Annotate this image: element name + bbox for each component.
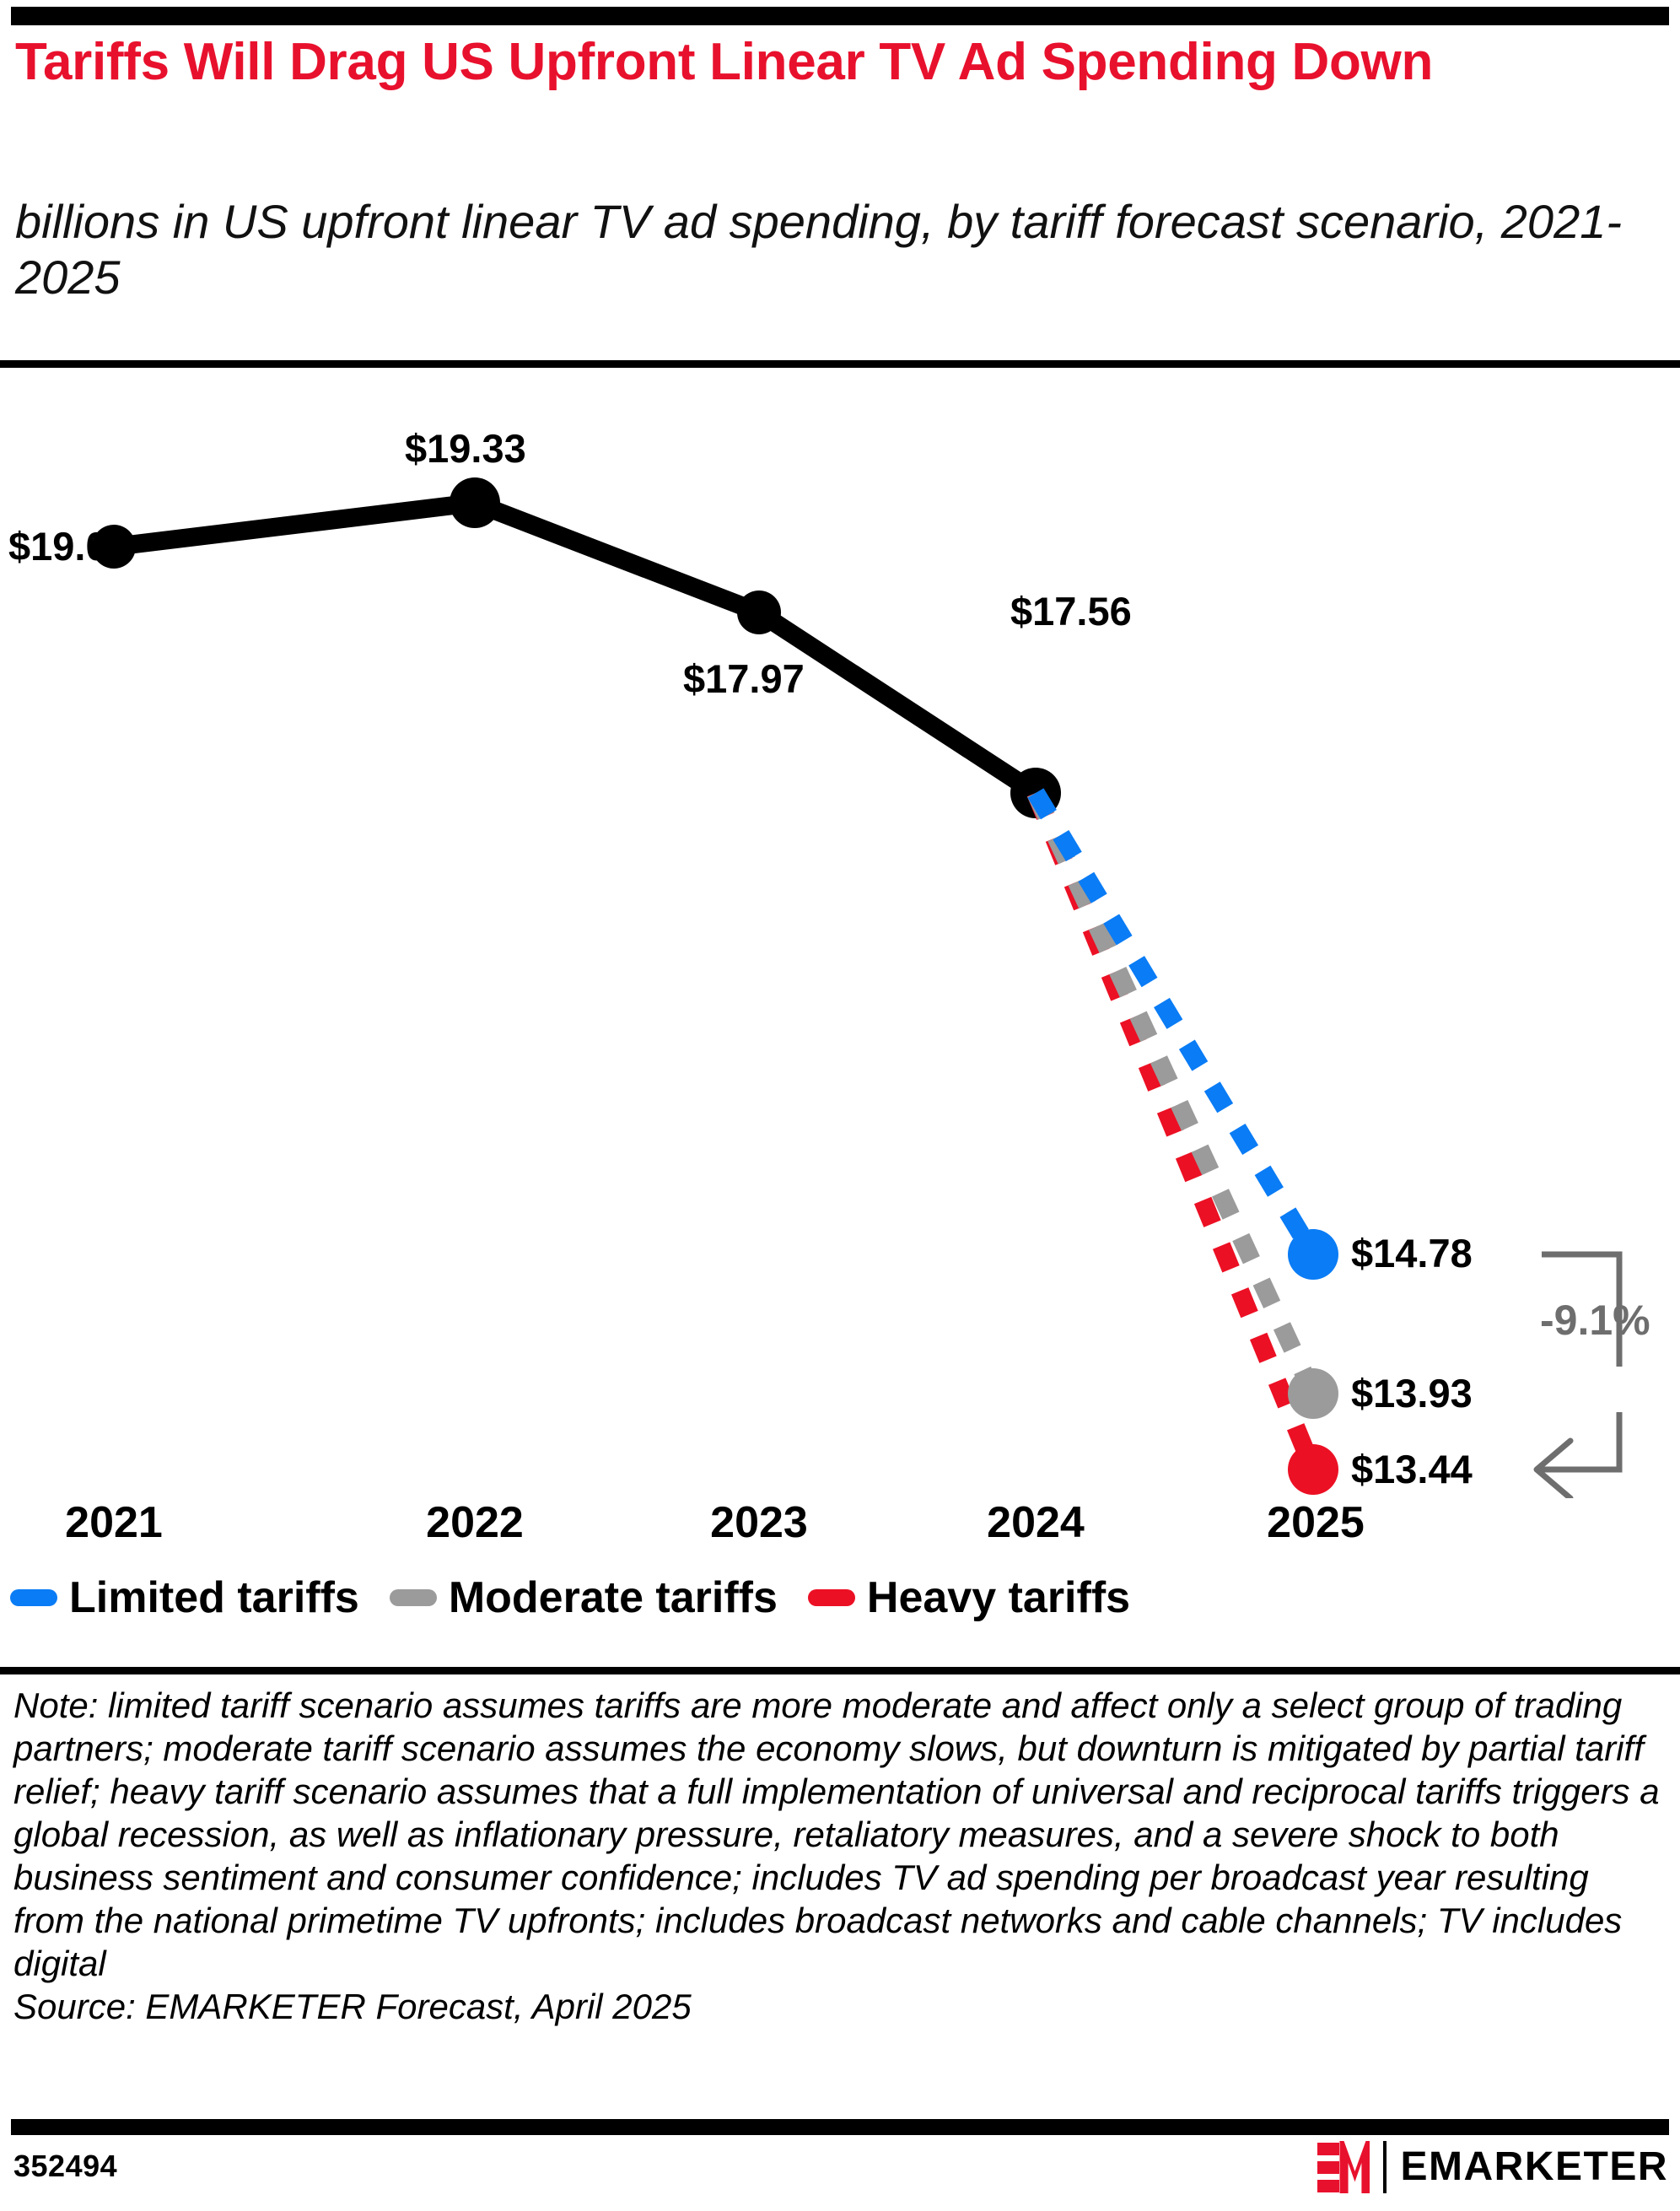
chart-id: 352494 [13,2149,118,2183]
value-label-2024: $17.56 [1010,589,1132,634]
x-axis: 2021 2022 2023 2024 2025 [0,1498,1680,1557]
chart-note: Note: limited tariff scenario assumes ta… [13,1684,1667,2028]
value-label-2022: $19.33 [405,426,526,471]
legend-label-heavy: Heavy tariffs [866,1573,1131,1622]
x-tick-2025: 2025 [1267,1498,1365,1547]
footer-divider [11,2119,1669,2135]
top-divider-bar [11,7,1669,25]
value-label-heavy-2025: $13.44 [1351,1447,1473,1491]
logo-divider [1383,2141,1387,2193]
legend-label-moderate: Moderate tariffs [448,1573,778,1622]
chart-plot-area: $19.04 $19.33 $17.97 $17.56 $14.78 $13.9… [0,368,1680,1498]
x-tick-2024: 2024 [987,1498,1085,1547]
note-body: Note: limited tariff scenario assumes ta… [13,1685,1660,1983]
note-divider [0,1667,1680,1674]
legend-swatch-limited-icon [10,1589,57,1606]
x-tick-2021: 2021 [65,1498,163,1547]
emarketer-wordmark: EMARKETER [1400,2144,1668,2189]
legend-swatch-moderate-icon [389,1589,437,1606]
value-label-2023: $17.97 [683,656,805,701]
delta-bracket-annotation [1533,1251,1623,1498]
value-label-limited-2025: $14.78 [1351,1231,1473,1275]
legend-item-limited-tariffs[interactable]: Limited tariffs [10,1574,359,1621]
limited-tariffs-dashed-line [1027,788,1338,1280]
x-tick-2022: 2022 [426,1498,524,1547]
delta-percent-label: -9.1% [1540,1297,1650,1344]
emarketer-mark-icon [1317,2141,1370,2193]
legend-item-heavy-tariffs[interactable]: Heavy tariffs [807,1573,1131,1622]
value-label-moderate-2025: $13.93 [1351,1371,1473,1416]
legend-swatch-heavy-icon [807,1589,855,1606]
header-divider [0,360,1680,368]
emarketer-logo: EMARKETER [1317,2139,1668,2195]
value-label-2021: $19.04 [8,524,130,569]
chart-legend: Limited tariffs Moderate tariffs Heavy t… [10,1571,1130,1625]
legend-item-moderate-tariffs[interactable]: Moderate tariffs [389,1573,778,1622]
page-subtitle: billions in US upfront linear TV ad spen… [15,195,1623,304]
x-tick-2023: 2023 [710,1498,808,1547]
legend-label-limited: Limited tariffs [69,1573,359,1622]
moderate-tariffs-dashed-line [1027,789,1338,1419]
page-title: Tariffs Will Drag US Upfront Linear TV A… [15,33,1434,91]
historical-line-series [92,477,1061,818]
note-source: Source: EMARKETER Forecast, April 2025 [13,1987,692,2026]
